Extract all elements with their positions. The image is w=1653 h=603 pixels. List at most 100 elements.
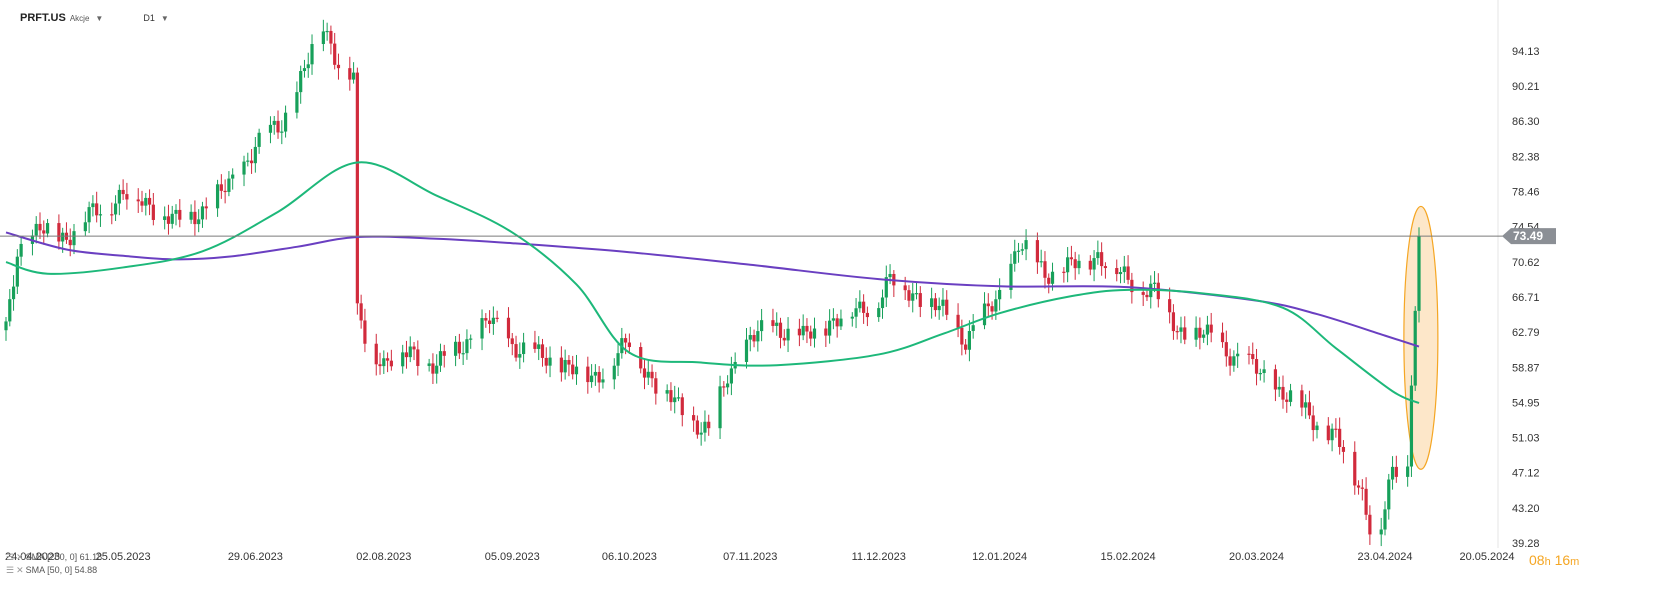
candle: [654, 371, 658, 405]
candle: [620, 327, 624, 359]
candle: [1103, 262, 1108, 279]
candle: [359, 294, 363, 329]
candle: [1118, 266, 1123, 284]
candle: [1390, 456, 1395, 490]
candle: [231, 168, 235, 190]
candle: [491, 306, 495, 335]
candle: [1092, 250, 1096, 282]
candle: [257, 128, 261, 154]
candle: [1251, 342, 1255, 365]
candle: [321, 19, 325, 52]
candle: [676, 387, 681, 402]
candle: [960, 319, 964, 356]
candle: [669, 382, 673, 411]
candle: [914, 281, 919, 300]
candle: [1409, 375, 1414, 477]
settings-icon[interactable]: ☰: [6, 565, 15, 575]
candle: [38, 212, 42, 239]
candle: [930, 287, 934, 319]
close-icon[interactable]: ✕: [16, 552, 24, 562]
candle: [1304, 394, 1308, 419]
candle: [1353, 441, 1357, 495]
candle: [744, 328, 749, 369]
candle: [1047, 273, 1051, 294]
candle: [204, 197, 208, 220]
candle: [11, 275, 16, 311]
candle: [722, 381, 726, 397]
instrument-type: Akcje: [69, 13, 90, 23]
countdown-hours-unit: h: [1544, 556, 1551, 568]
candle: [1413, 306, 1417, 391]
countdown-hours: 08: [1529, 552, 1545, 568]
candle: [378, 352, 382, 375]
candle: [1073, 251, 1077, 280]
candle: [540, 338, 545, 367]
y-tick-label: 43.20: [1512, 503, 1540, 515]
candle: [809, 325, 813, 347]
candle: [756, 320, 760, 352]
y-tick-label: 90.21: [1512, 81, 1540, 93]
candle: [1236, 342, 1240, 368]
candle: [616, 341, 620, 377]
candle: [302, 59, 307, 78]
candle: [280, 120, 284, 145]
close-icon[interactable]: ✕: [16, 565, 24, 575]
candle: [1149, 275, 1153, 309]
candle: [907, 285, 911, 308]
candle: [1387, 473, 1391, 520]
x-tick-label: 23.04.2024: [1357, 551, 1412, 563]
candle: [1194, 316, 1198, 347]
x-tick-label: 29.06.2023: [228, 551, 283, 563]
sma50-line: [5, 161, 1420, 404]
candle: [1171, 304, 1176, 340]
x-tick-label: 05.09.2023: [485, 551, 540, 563]
candle: [726, 375, 730, 395]
candle: [1069, 245, 1074, 266]
legend-item-sma50: ☰ ✕ SMA [50, 0] 54.88: [6, 564, 102, 577]
candle: [1315, 421, 1319, 439]
candle: [1024, 229, 1028, 261]
candle: [1258, 368, 1262, 381]
settings-icon[interactable]: ☰: [6, 552, 15, 562]
x-tick-label: 24.04.2023: [5, 551, 60, 563]
candle: [559, 346, 563, 382]
candle: [480, 309, 484, 351]
candle: [718, 375, 722, 440]
candle: [835, 313, 839, 338]
countdown-minutes: 16: [1554, 552, 1571, 568]
x-tick-label: 02.08.2023: [356, 551, 411, 563]
candle: [964, 339, 968, 355]
candle: [1016, 242, 1021, 263]
timeframe-dropdown-caret-icon[interactable]: ▼: [160, 13, 169, 23]
candle: [518, 342, 522, 369]
candle: [4, 317, 8, 341]
candle: [699, 422, 703, 446]
candle: [310, 34, 314, 75]
candle: [933, 293, 938, 317]
candle: [272, 115, 276, 135]
candle: [1228, 348, 1232, 376]
y-tick-label: 47.12: [1512, 468, 1540, 480]
chart-header: PRFT.US Akcje ▼ D1 ▼: [20, 10, 169, 26]
candle: [695, 415, 699, 439]
candle: [1009, 253, 1013, 299]
candle: [1115, 259, 1119, 282]
candle: [990, 301, 994, 320]
timeframe-selector[interactable]: D1: [143, 13, 155, 23]
candle: [514, 335, 518, 362]
candle: [34, 216, 38, 244]
candle: [521, 332, 526, 363]
candle: [1273, 364, 1278, 402]
candle-countdown: 08h 16m: [1529, 552, 1579, 568]
candle: [1341, 440, 1346, 464]
candle: [1096, 240, 1100, 265]
candle: [612, 358, 616, 390]
symbol-name[interactable]: PRFT.US: [20, 12, 66, 24]
price-tag-value: 73.49: [1513, 229, 1543, 243]
symbol-dropdown-caret-icon[interactable]: ▼: [95, 13, 104, 23]
candle: [374, 333, 378, 376]
candle: [1383, 501, 1387, 536]
candle: [325, 22, 329, 41]
candle: [461, 341, 465, 366]
